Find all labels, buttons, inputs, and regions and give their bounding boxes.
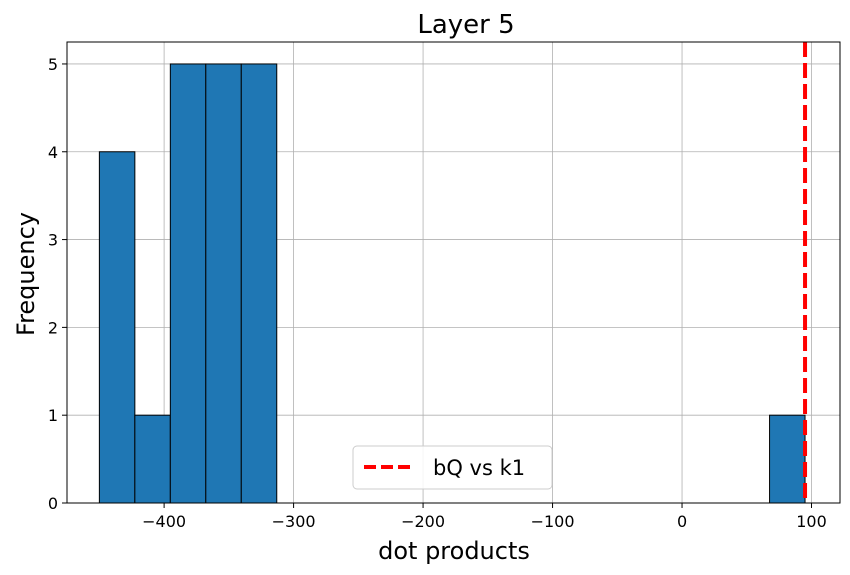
x-tick-label: −400 (142, 512, 186, 531)
y-tick-label: 3 (48, 231, 58, 250)
histogram-bar (134, 414, 171, 504)
y-tick-label: 5 (48, 55, 58, 74)
x-tick-label: 0 (677, 512, 687, 531)
x-tick-label: 100 (796, 512, 827, 531)
x-tick-label: −100 (531, 512, 575, 531)
y-axis-title: Frequency (12, 212, 40, 336)
legend-box (352, 445, 553, 490)
y-tick-label: 4 (48, 143, 58, 162)
x-tick-label: −200 (401, 512, 445, 531)
y-tick-label: 2 (48, 318, 58, 337)
axes-frame (66, 41, 841, 504)
histogram-bars (98, 63, 806, 504)
y-tick-label: 1 (48, 406, 58, 425)
histogram-bar (769, 414, 806, 504)
x-axis-ticks: −400 −300 −200 −100 0 100 (142, 503, 827, 531)
x-axis-title: dot products (378, 537, 530, 565)
histogram-bar (169, 63, 207, 504)
legend-label: bQ vs k1 (433, 456, 525, 480)
histogram-bar (98, 151, 136, 504)
y-tick-label: 0 (48, 494, 58, 513)
x-tick-label: −300 (272, 512, 316, 531)
chart-title: Layer 5 (417, 10, 514, 40)
legend: bQ vs k1 (352, 445, 553, 490)
histogram-bar (205, 63, 242, 504)
y-axis-ticks: 0 1 2 3 4 5 (48, 55, 67, 513)
histogram-bar (240, 63, 278, 504)
